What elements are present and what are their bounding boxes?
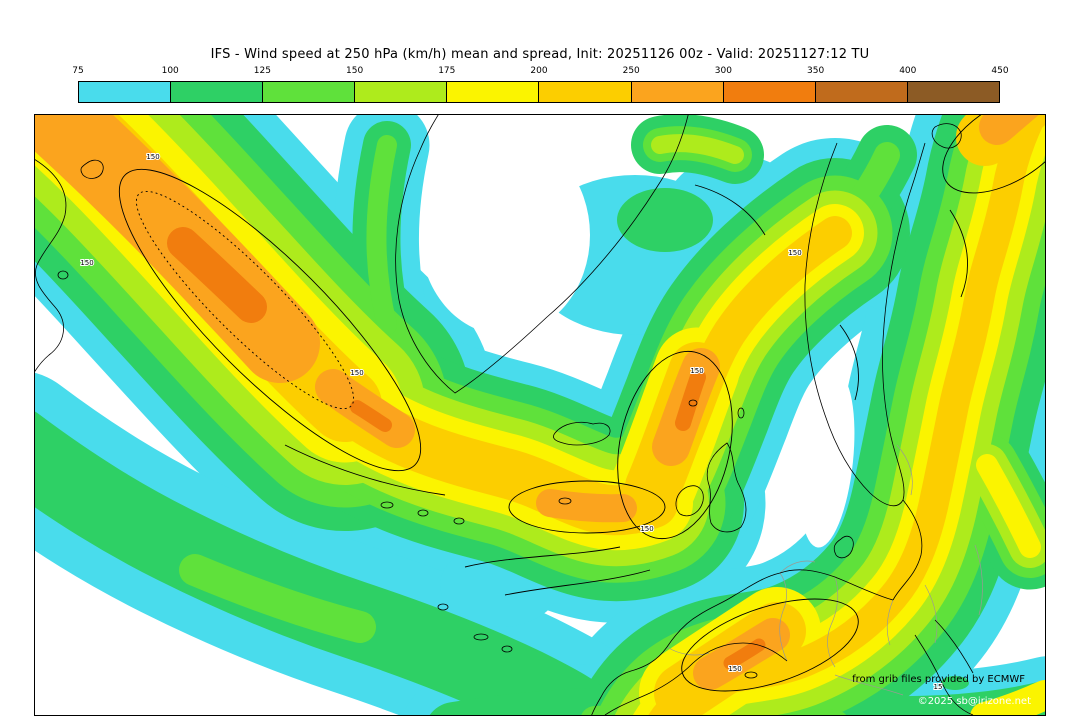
weather-map: 150 150 150 150 150 150 150 15	[35, 115, 1045, 715]
coastline-ireland	[675, 485, 704, 517]
coastline-greenland	[395, 115, 689, 394]
page-title: IFS - Wind speed at 250 hPa (km/h) mean …	[210, 47, 870, 62]
coastline-madeira	[437, 603, 449, 611]
map-panel: 150 150 150 150 150 150 150 15 from grib files …	[34, 114, 1046, 716]
colorbar-tick-label: 175	[438, 66, 456, 76]
colorbar-segment	[170, 82, 263, 102]
colorbar-tick-label: 125	[253, 66, 271, 76]
coastline-denmark	[833, 535, 854, 559]
contour-lines	[118, 115, 1045, 692]
colorbar	[78, 81, 1000, 103]
coastline-faroes	[688, 399, 698, 407]
colorbar-tick-label: 75	[72, 66, 84, 76]
coastlines	[35, 115, 974, 715]
attribution-source: from grib files provided by ECMWF	[852, 674, 1025, 685]
colorbar-segment	[722, 82, 815, 102]
colorbar-tick-label: 400	[899, 66, 917, 76]
contour-label: 150	[350, 369, 363, 377]
colorbar-tick-label: 300	[714, 66, 732, 76]
colorbar-segment	[262, 82, 355, 102]
contour-label: 150	[80, 259, 93, 267]
colorbar-tick-label: 250	[622, 66, 640, 76]
coastline-canaries	[473, 633, 489, 641]
coastline-azores	[380, 501, 394, 509]
coastline-italy	[914, 634, 974, 715]
contour-label: 150	[690, 367, 703, 375]
colorbar-tick-label: 150	[346, 66, 364, 76]
contour-label: 150	[788, 249, 801, 257]
coastline-iberia-med	[604, 642, 788, 715]
contour-label: 150	[146, 153, 159, 161]
contour-label: 15	[934, 683, 943, 691]
colorbar-ticks: 75 100 125 150 175 200 250 300 350 400 450	[72, 66, 1008, 78]
colorbar-segment	[446, 82, 539, 102]
coastline-great-britain	[706, 442, 747, 533]
coastline-balearics	[744, 671, 758, 679]
contour-label: 150	[640, 525, 653, 533]
attribution-copyright: ©2025 sb@irizone.net	[917, 696, 1031, 707]
contour-labels: 150 150 150 150 150 150 150 15	[79, 152, 943, 692]
colorbar-segment	[354, 82, 447, 102]
coastline-scandinavia	[804, 142, 926, 507]
coastline-west-europe	[591, 569, 894, 715]
colorbar-segment	[79, 82, 171, 102]
low-wind-holes	[420, 135, 855, 548]
colorbar-tick-label: 450	[991, 66, 1009, 76]
colorbar-tick-label: 100	[161, 66, 179, 76]
coastline-shetland	[737, 407, 745, 419]
country-borders	[666, 444, 983, 696]
colorbar-segment	[814, 82, 907, 102]
colorbar-tick-label: 350	[807, 66, 825, 76]
contour-label: 150	[728, 665, 741, 673]
wind-band-300	[167, 227, 766, 670]
colorbar-segment	[630, 82, 723, 102]
colorbar-tick-label: 200	[530, 66, 548, 76]
colorbar-segment	[538, 82, 631, 102]
coastline-labrador	[35, 159, 67, 372]
wind-patch-100	[617, 188, 969, 690]
colorbar-segment	[906, 82, 999, 102]
coastline-iceland	[553, 421, 611, 446]
coastline-svalbard	[931, 123, 962, 149]
